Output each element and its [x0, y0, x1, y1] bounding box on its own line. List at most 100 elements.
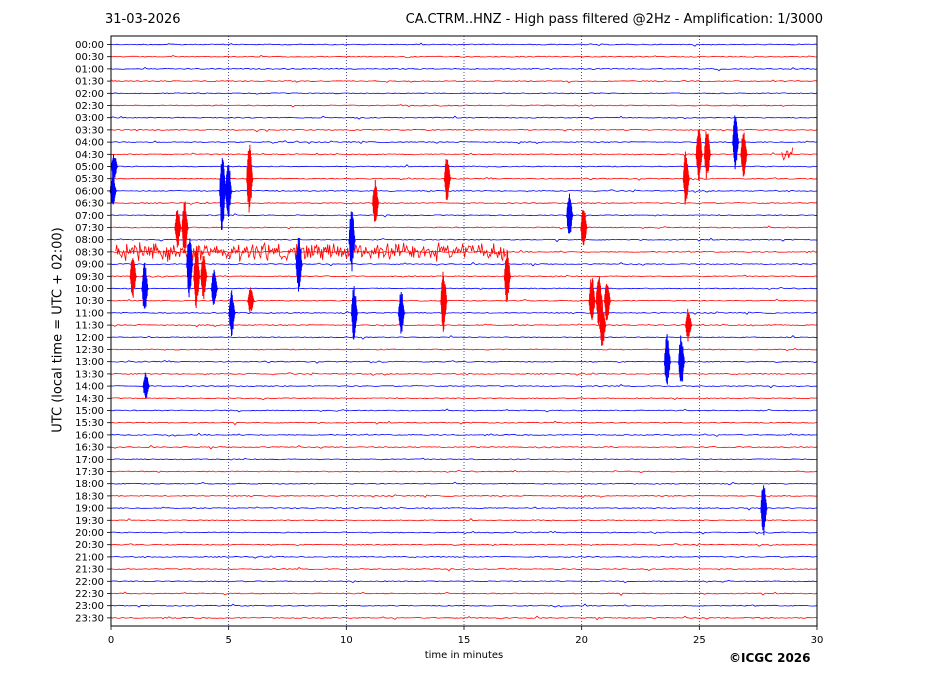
trace-1630	[110, 444, 818, 450]
seismic-event	[677, 335, 686, 382]
y-tick-label: 06:00	[75, 186, 104, 197]
trace-1900	[110, 506, 818, 511]
seismic-event	[210, 269, 219, 305]
trace-0900	[110, 261, 818, 267]
trace-0730	[110, 225, 818, 230]
seismic-event	[245, 144, 254, 213]
date-label: 31-03-2026	[105, 12, 181, 27]
y-axis-label: UTC (local time = UTC + 02:00)	[50, 227, 66, 433]
trace-0200	[110, 92, 818, 95]
trace-1130	[110, 323, 818, 328]
x-tick-label: 20	[575, 635, 588, 646]
y-tick-label: 14:00	[75, 382, 104, 393]
seismic-event	[129, 258, 138, 298]
x-tick-label: 0	[108, 635, 114, 646]
seismic-event	[185, 238, 194, 298]
seismic-event	[397, 292, 406, 334]
y-tick-label: 11:00	[75, 308, 104, 319]
seismic-event	[443, 159, 452, 200]
y-tick-label: 23:00	[75, 601, 104, 612]
noise-burst	[781, 147, 794, 161]
trace-0300	[110, 115, 818, 120]
trace-1030	[110, 298, 818, 303]
y-tick-label: 02:30	[75, 101, 104, 112]
trace-0800	[110, 237, 818, 243]
trace-1430	[110, 397, 818, 401]
seismic-event	[759, 485, 768, 536]
y-tick-label: 05:00	[75, 162, 104, 173]
y-tick-label: 00:00	[75, 40, 104, 51]
seismic-event	[598, 302, 607, 346]
trace-2000	[110, 530, 818, 535]
y-tick-label: 15:00	[75, 406, 104, 417]
seismic-event	[684, 308, 693, 342]
trace-2330	[110, 615, 818, 621]
trace-1230	[110, 347, 818, 351]
seismic-event	[588, 278, 597, 321]
seismic-event	[224, 164, 233, 217]
y-tick-label: 03:30	[75, 125, 104, 136]
x-tick-label: 5	[225, 635, 231, 646]
trace-0000	[110, 42, 818, 47]
y-tick-label: 16:00	[75, 430, 104, 441]
trace-0330	[110, 128, 818, 133]
y-tick-label: 06:30	[75, 199, 104, 210]
y-tick-label: 16:30	[75, 443, 104, 454]
y-tick-label: 18:30	[75, 491, 104, 502]
seismic-event	[173, 210, 182, 248]
y-tick-label: 17:00	[75, 455, 104, 466]
seismic-event	[503, 249, 512, 302]
trace-1200	[110, 334, 818, 340]
x-tick-label: 15	[458, 635, 471, 646]
y-tick-label: 03:00	[75, 113, 104, 124]
y-tick-label: 07:00	[75, 211, 104, 222]
seismic-event	[682, 151, 691, 205]
seismic-event	[180, 201, 189, 254]
seismic-event	[663, 334, 672, 385]
seismic-event	[246, 287, 255, 313]
trace-1930	[110, 517, 818, 522]
x-tick-label: 30	[811, 635, 824, 646]
seismic-event	[565, 193, 574, 234]
y-tick-label: 21:30	[75, 565, 104, 576]
y-tick-label: 13:30	[75, 369, 104, 380]
y-tick-label: 21:00	[75, 552, 104, 563]
trace-2100	[110, 555, 818, 559]
y-tick-label: 04:00	[75, 138, 104, 149]
y-tick-label: 10:30	[75, 296, 104, 307]
x-tick-label: 10	[340, 635, 353, 646]
x-axis-label: time in minutes	[424, 650, 504, 661]
y-tick-label: 23:30	[75, 613, 104, 624]
seismic-event	[199, 256, 208, 300]
y-tick-label: 20:00	[75, 528, 104, 539]
chart-title: CA.CTRM..HNZ - High pass filtered @2Hz -…	[405, 12, 823, 27]
trace-2030	[110, 543, 818, 547]
trace-1830	[110, 494, 818, 498]
trace-1330	[110, 372, 818, 376]
y-tick-label: 07:30	[75, 223, 104, 234]
y-tick-label: 17:30	[75, 467, 104, 478]
y-tick-label: 13:00	[75, 357, 104, 368]
seismic-event	[109, 175, 118, 205]
trace-1000	[110, 286, 818, 290]
trace-layer	[110, 42, 818, 621]
trace-2130	[110, 567, 818, 572]
seismic-event	[595, 276, 604, 325]
y-tick-label: 18:00	[75, 479, 104, 490]
y-tick-label: 08:30	[75, 247, 104, 258]
y-tick-label: 09:30	[75, 272, 104, 283]
seismic-event	[228, 290, 237, 337]
y-tick-label: 09:00	[75, 260, 104, 271]
x-tick-label: 25	[693, 635, 706, 646]
y-tick-label: 20:30	[75, 540, 104, 551]
y-tick-label: 01:00	[75, 64, 104, 75]
y-tick-label: 01:30	[75, 77, 104, 88]
y-tick-label: 19:30	[75, 516, 104, 527]
noise-burst	[115, 241, 507, 262]
y-tick-label: 02:00	[75, 89, 104, 100]
y-tick-label: 05:30	[75, 174, 104, 185]
trace-0100	[110, 67, 818, 72]
y-tick-label: 22:00	[75, 577, 104, 588]
